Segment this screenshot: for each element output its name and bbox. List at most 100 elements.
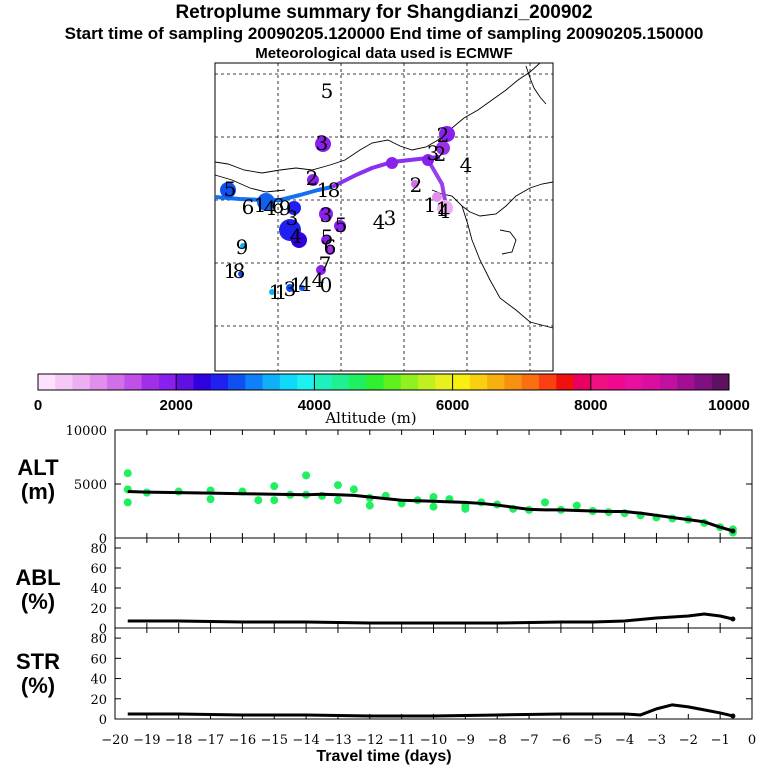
plume-cluster [299, 285, 305, 291]
abl-panel-label: ABL (%) [8, 566, 68, 614]
x-tick-label: −2 [679, 733, 698, 748]
plume-elements [214, 126, 455, 295]
day-label: 4 [460, 153, 473, 177]
day-label: 5 [335, 213, 348, 237]
x-tick-label: −6 [551, 733, 570, 748]
colorbar-swatch [677, 374, 695, 390]
colorbar-tick-label: 10000 [708, 397, 750, 414]
abl-label-line1: ABL [15, 565, 61, 590]
colorbar-swatch [694, 374, 713, 390]
x-tick-label: −10 [420, 733, 447, 748]
colorbar-swatch [279, 374, 298, 390]
series-end-point [730, 528, 736, 534]
day-label: 4 [290, 224, 303, 248]
x-tick-label: −16 [229, 733, 256, 748]
day-label: 2 [437, 123, 450, 147]
x-tick-label: −5 [583, 733, 602, 748]
day-label: 2 [306, 166, 319, 190]
particle-cluster-point [254, 496, 263, 505]
day-label: 1 [275, 280, 288, 304]
plume-cluster [220, 182, 236, 198]
day-label: 3 [316, 131, 329, 155]
x-tick-label: −14 [292, 733, 319, 748]
day-label: 3 [320, 203, 333, 227]
day-label: 1 [290, 273, 303, 297]
day-label: 1 [436, 197, 449, 221]
y-tick-label: 60 [90, 562, 107, 577]
particle-cluster-point [270, 496, 279, 505]
y-tick-label: 10000 [66, 424, 107, 439]
colorbar-swatch [521, 374, 540, 390]
day-label: 9 [279, 196, 292, 220]
day-label: 4 [373, 210, 386, 234]
plume-cluster [287, 201, 301, 215]
x-tick-label: −15 [261, 733, 288, 748]
plume-cluster [286, 284, 294, 292]
plume-cluster [315, 136, 331, 152]
colorbar-swatch [297, 374, 315, 390]
day-label: 9 [236, 235, 249, 259]
plume-cluster [319, 207, 333, 221]
plume-cluster [334, 220, 346, 232]
colorbar-tick-label: 2000 [160, 397, 193, 414]
day-label: 4 [264, 196, 277, 220]
str-panel-label: STR (%) [8, 650, 68, 698]
day-label: 8 [328, 178, 341, 202]
day-label: 4 [299, 272, 312, 296]
x-tick-label: −17 [197, 733, 224, 748]
day-label: 5 [321, 79, 334, 103]
plume-cluster [411, 180, 419, 188]
day-label: 3 [427, 141, 440, 165]
day-label: 6 [272, 194, 285, 218]
x-tick-label: −9 [456, 733, 475, 748]
y-tick-label: 0 [99, 622, 107, 637]
y-tick-label: 5000 [74, 478, 107, 493]
colorbar-frame [37, 373, 730, 391]
x-tick-label: −7 [519, 733, 538, 748]
plume-cluster [240, 243, 246, 249]
altitude-colorbar: 0 2000 4000 6000 8000 10000 [34, 373, 750, 414]
particle-cluster-point [429, 492, 438, 501]
colorbar-tick-label: 8000 [574, 397, 607, 414]
colorbar-swatch [625, 374, 644, 390]
colorbar-swatch [400, 374, 419, 390]
colorbar-swatch [89, 374, 108, 390]
colorbar-swatch [55, 374, 74, 390]
plume-cluster [439, 126, 455, 142]
particle-cluster-point [333, 496, 342, 505]
x-tick-label: −4 [615, 733, 634, 748]
day-label: 6 [324, 235, 337, 259]
colorbar-swatch [659, 374, 678, 390]
x-tick-label: −20 [101, 733, 128, 748]
colorbar-swatch [711, 374, 730, 390]
colorbar-swatch [245, 374, 264, 390]
colorbar-swatch [176, 374, 194, 390]
y-tick-label: 40 [90, 582, 107, 597]
particle-cluster-point [270, 482, 279, 491]
particle-cluster-point [123, 469, 132, 478]
day-label: 1 [254, 193, 267, 217]
plume-track [426, 158, 448, 207]
colorbar-swatch [366, 374, 384, 390]
alt-label-line2: (m) [20, 479, 56, 504]
sampling-times: Start time of sampling 20090205.120000 E… [64, 24, 704, 43]
panel-frame [114, 537, 753, 629]
series-line [127, 612, 734, 625]
x-tick-label: −18 [165, 733, 192, 748]
day-label: 5 [224, 177, 237, 201]
colorbar-swatch [72, 374, 91, 390]
alt-panel-label: ALT (m) [8, 456, 68, 504]
day-label: 1 [424, 193, 437, 217]
colorbar-swatch [262, 374, 281, 390]
day-label: 1 [224, 259, 237, 283]
day-label: 4 [312, 268, 325, 292]
series-end-point [730, 713, 736, 719]
colorbar-swatch [124, 374, 143, 390]
colorbar-swatch [141, 374, 160, 390]
map-frame [214, 62, 554, 372]
colorbar-swatch [538, 374, 557, 390]
